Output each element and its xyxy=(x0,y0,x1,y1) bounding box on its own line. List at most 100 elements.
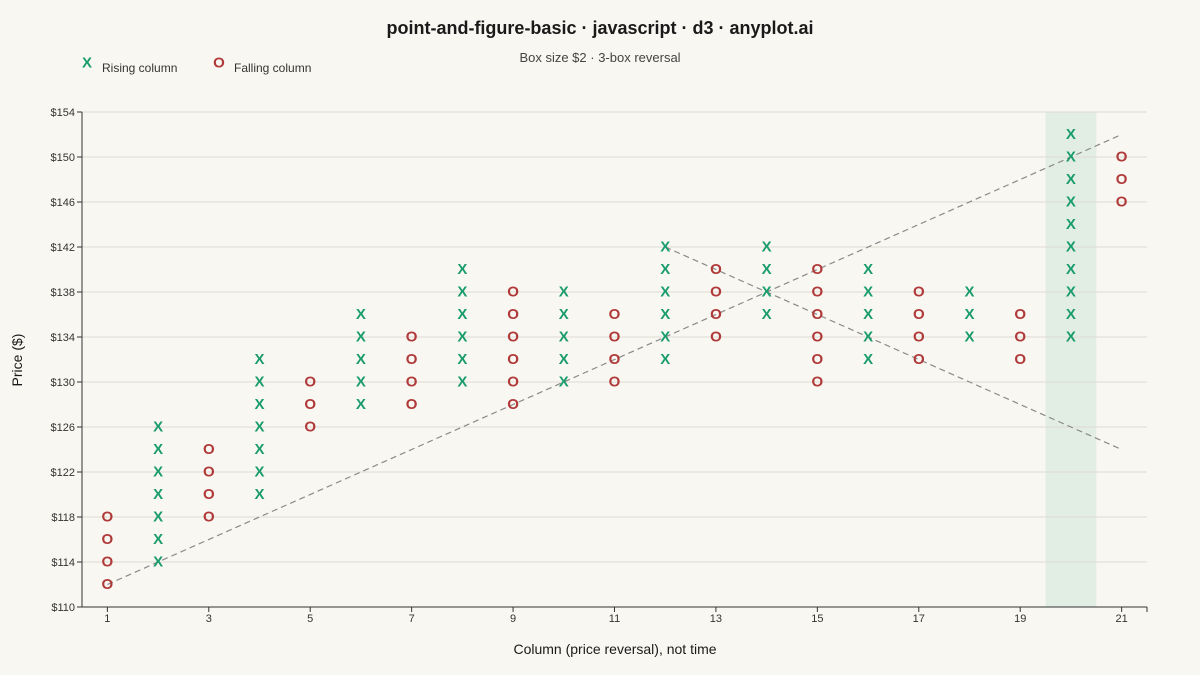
o-mark: O xyxy=(507,306,519,323)
x-mark: X xyxy=(356,396,366,413)
x-mark: X xyxy=(559,329,569,346)
y-tick-label: $138 xyxy=(51,287,75,299)
x-mark: X xyxy=(457,329,467,346)
o-mark: O xyxy=(710,306,722,323)
legend-symbol-rising: X xyxy=(82,55,92,72)
o-mark: O xyxy=(913,351,925,368)
x-mark: X xyxy=(1066,171,1076,188)
x-mark: X xyxy=(457,261,467,278)
o-mark: O xyxy=(507,351,519,368)
x-mark: X xyxy=(254,441,264,458)
y-tick-label: $142 xyxy=(51,242,75,254)
x-mark: X xyxy=(660,239,670,256)
o-mark: O xyxy=(710,284,722,301)
highlight-layer xyxy=(1045,112,1097,607)
legend-label-falling: Falling column xyxy=(234,61,311,75)
legend-label-rising: Rising column xyxy=(102,61,177,75)
o-mark: O xyxy=(609,374,621,391)
y-tick-label: $118 xyxy=(51,512,75,524)
x-mark: X xyxy=(254,464,264,481)
x-tick-label: 7 xyxy=(409,613,415,625)
x-mark: X xyxy=(457,306,467,323)
o-mark: O xyxy=(203,441,215,458)
x-tick-label: 5 xyxy=(307,613,313,625)
o-mark: O xyxy=(203,486,215,503)
x-mark: X xyxy=(1066,149,1076,166)
legend: X Rising column O Falling column xyxy=(82,55,311,76)
x-mark: X xyxy=(153,464,163,481)
o-mark: O xyxy=(1014,351,1026,368)
o-mark: O xyxy=(1014,329,1026,346)
o-mark: O xyxy=(812,351,824,368)
axis-layer: $110 $114 $118 $122 $126 $130 $134 $138 $142 $146… xyxy=(51,107,1148,625)
x-mark: X xyxy=(254,374,264,391)
legend-symbol-falling: O xyxy=(213,55,225,72)
y-tick-label: $150 xyxy=(51,152,75,164)
y-tick-label: $122 xyxy=(51,467,75,479)
o-mark: O xyxy=(812,374,824,391)
x-mark: X xyxy=(356,306,366,323)
o-mark: O xyxy=(1116,194,1128,211)
x-mark: X xyxy=(457,374,467,391)
x-mark: X xyxy=(1066,329,1076,346)
x-tick-label: 1 xyxy=(104,613,110,625)
x-mark: X xyxy=(254,396,264,413)
x-mark: X xyxy=(762,284,772,301)
o-mark: O xyxy=(507,374,519,391)
o-mark: O xyxy=(304,396,316,413)
o-mark: O xyxy=(406,396,418,413)
x-axis-label: Column (price reversal), not time xyxy=(513,641,716,657)
o-mark: O xyxy=(507,284,519,301)
x-tick-label: 21 xyxy=(1116,613,1128,625)
x-mark: X xyxy=(559,374,569,391)
o-mark: O xyxy=(609,329,621,346)
trendline-1 xyxy=(107,133,1122,586)
y-tick-label: $110 xyxy=(51,602,75,614)
o-mark: O xyxy=(203,509,215,526)
x-mark: X xyxy=(1066,216,1076,233)
o-mark: O xyxy=(304,419,316,436)
chart-subtitle: Box size $2 · 3-box reversal xyxy=(519,50,680,65)
o-mark: O xyxy=(913,284,925,301)
x-mark: X xyxy=(559,284,569,301)
x-mark: X xyxy=(660,261,670,278)
highlight-band xyxy=(1045,112,1097,607)
o-mark: O xyxy=(1014,306,1026,323)
x-mark: X xyxy=(660,284,670,301)
x-mark: X xyxy=(1066,239,1076,256)
x-mark: X xyxy=(762,306,772,323)
o-mark: O xyxy=(102,554,114,571)
o-mark: O xyxy=(102,509,114,526)
y-tick-label: $126 xyxy=(51,422,75,434)
o-mark: O xyxy=(1116,171,1128,188)
x-mark: X xyxy=(1066,261,1076,278)
x-mark: X xyxy=(964,306,974,323)
trendline-2 xyxy=(664,246,1122,451)
x-tick-label: 9 xyxy=(510,613,516,625)
o-mark: O xyxy=(304,374,316,391)
x-tick-label: 19 xyxy=(1014,613,1026,625)
x-tick-label: 13 xyxy=(710,613,722,625)
x-mark: X xyxy=(254,419,264,436)
o-mark: O xyxy=(913,329,925,346)
y-tick-label: $130 xyxy=(51,377,75,389)
x-tick-label: 15 xyxy=(811,613,823,625)
x-mark: X xyxy=(457,351,467,368)
o-mark: O xyxy=(812,284,824,301)
y-tick-label: $146 xyxy=(51,197,75,209)
symbol-layer: OOOOXXXXXXXOOOOXXXXXXXOOOXXXXXOOOOXXXXXX… xyxy=(102,126,1128,593)
x-mark: X xyxy=(863,351,873,368)
x-mark: X xyxy=(964,329,974,346)
x-mark: X xyxy=(964,284,974,301)
y-tick-label: $134 xyxy=(51,332,75,344)
x-mark: X xyxy=(153,441,163,458)
x-mark: X xyxy=(254,486,264,503)
x-tick-label: 3 xyxy=(206,613,212,625)
o-mark: O xyxy=(1116,149,1128,166)
x-mark: X xyxy=(356,329,366,346)
o-mark: O xyxy=(406,329,418,346)
x-mark: X xyxy=(863,261,873,278)
x-mark: X xyxy=(660,306,670,323)
o-mark: O xyxy=(913,306,925,323)
